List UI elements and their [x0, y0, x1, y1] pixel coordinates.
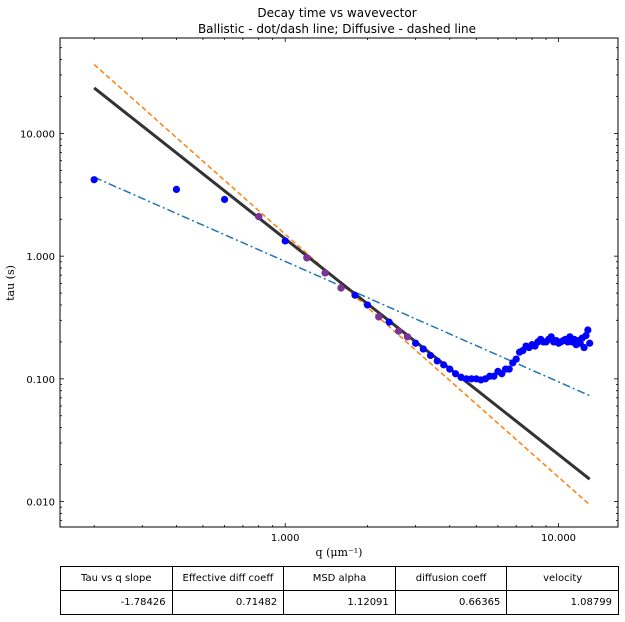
y-tick-label: 10.000 — [20, 129, 55, 140]
fit-line — [93, 86, 591, 481]
header-tau-slope: Tau vs q slope — [60, 566, 173, 591]
data-point — [582, 332, 590, 340]
data-point — [580, 343, 588, 352]
data-point — [90, 176, 98, 184]
highlighted-point — [337, 284, 345, 292]
data-points — [90, 176, 594, 384]
stats-value-row: -1.78426 0.71482 1.12091 0.66365 1.08799 — [60, 590, 619, 615]
data-point — [433, 357, 441, 365]
header-diffusion-coeff: diffusion coeff — [394, 566, 508, 591]
value-velocity: 1.08799 — [506, 590, 619, 615]
data-point — [363, 301, 372, 309]
data-point — [385, 318, 393, 326]
ballistic-line — [93, 176, 591, 397]
data-point — [451, 370, 460, 378]
highlighted-point — [255, 213, 263, 221]
data-point — [490, 372, 498, 380]
highlighted-point — [303, 254, 311, 262]
y-tick-label: 0.010 — [26, 498, 55, 509]
highlighted-point — [395, 327, 403, 335]
plot-frame — [59, 37, 619, 528]
y-tick-label: 1.000 — [26, 252, 55, 263]
y-axis-label: tau (s) — [4, 265, 17, 301]
x-tick-label: 1.000 — [271, 533, 300, 544]
chart-title: Decay time vs wavevector — [257, 6, 416, 20]
data-point — [281, 237, 289, 245]
data-point — [446, 365, 454, 373]
header-velocity: velocity — [506, 566, 619, 591]
value-tau-slope: -1.78426 — [60, 590, 173, 615]
header-effective-diff-coeff: Effective diff coeff — [171, 566, 285, 591]
x-tick-label: 10.000 — [541, 533, 576, 544]
data-point — [440, 361, 448, 369]
data-point — [220, 195, 229, 204]
stats-header-row: Tau vs q slope Effective diff coeff MSD … — [60, 566, 619, 591]
data-point — [584, 326, 592, 334]
chart-subtitle: Ballistic - dot/dash line; Diffusive - d… — [198, 22, 476, 36]
data-point — [426, 351, 435, 360]
data-point — [586, 339, 594, 347]
decay-time-chart: Decay time vs wavevector Ballistic - dot… — [4, 6, 619, 559]
data-point — [351, 291, 359, 299]
data-point — [462, 375, 470, 383]
value-effective-diff-coeff: 0.71482 — [171, 590, 285, 615]
data-point — [172, 185, 181, 194]
data-point — [412, 339, 420, 347]
x-axis-label: q (μm⁻¹) — [316, 546, 363, 559]
highlighted-point — [321, 269, 329, 277]
data-point — [419, 345, 427, 353]
header-msd-alpha: MSD alpha — [283, 566, 396, 591]
y-tick-label: 0.100 — [26, 375, 55, 386]
axis-ticks: 0.010 0.100 1.000 10.000 1.000 10.000 — [20, 37, 618, 544]
highlighted-point — [375, 313, 383, 321]
highlighted-point — [403, 333, 412, 341]
data-point — [505, 365, 513, 373]
stats-table: Tau vs q slope Effective diff coeff MSD … — [60, 566, 619, 615]
data-point — [512, 355, 520, 363]
value-msd-alpha: 1.12091 — [283, 590, 396, 615]
value-diffusion-coeff: 0.66365 — [394, 590, 508, 615]
